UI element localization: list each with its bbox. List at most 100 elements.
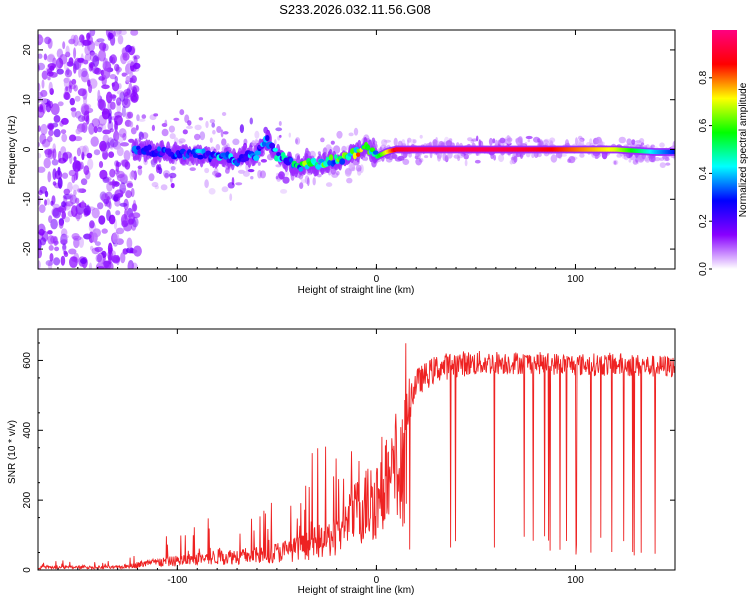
snr-ytick-label: 200 xyxy=(22,491,33,508)
spectrogram-noise-blob xyxy=(127,60,135,66)
spectrogram-scatter-blob xyxy=(160,184,168,191)
spectrogram-noise-blob xyxy=(47,230,53,235)
spectrogram-scatter-blob xyxy=(174,160,177,165)
spectrogram-noise-blob xyxy=(80,70,89,83)
spectrogram-noise-blob xyxy=(47,76,51,81)
spectrogram-noise-blob xyxy=(47,38,53,49)
spectrogram-noise-blob xyxy=(38,62,46,71)
spectrogram-noise-blob xyxy=(39,105,44,110)
spectrogram-ridge-core xyxy=(276,152,281,157)
spectrogram-noise-blob xyxy=(38,223,46,236)
spectrogram-scatter-blob xyxy=(415,158,422,166)
spectrogram-scatter-blob xyxy=(381,139,388,147)
spectrogram-scatter-blob xyxy=(665,162,671,166)
spectrogram-scatter-blob xyxy=(138,131,145,140)
spectrogram-scatter-blob xyxy=(414,155,419,160)
spectrogram-scatter-blob xyxy=(506,137,513,142)
spectrogram-noise-blob xyxy=(56,68,64,75)
spectrogram-scatter-blob xyxy=(488,137,493,146)
spectrogram-marks xyxy=(38,30,675,269)
spectrogram-scatter-blob xyxy=(227,182,235,189)
spectrogram-noise-blob xyxy=(108,113,112,124)
spectrogram-noise-blob xyxy=(75,110,82,119)
spectrogram-noise-blob xyxy=(130,78,136,84)
spectrogram-scatter-blob xyxy=(299,182,304,190)
spectrogram-ridge-core xyxy=(372,150,379,155)
spectrogram-noise-blob xyxy=(48,215,53,224)
spectrogram-scatter-blob xyxy=(242,170,250,177)
spectrogram-noise-blob xyxy=(132,86,138,97)
spectrogram-noise-blob xyxy=(107,101,113,111)
spectrogram-scatter-blob xyxy=(336,130,343,139)
spectrogram-noise-blob xyxy=(57,166,61,176)
spectrogram-noise-blob xyxy=(53,115,61,123)
spectrogram-scatter-blob xyxy=(211,122,215,128)
spectrogram-ridge-core xyxy=(365,144,371,151)
spectrogram-noise-blob xyxy=(38,195,41,206)
spectrogram-scatter-blob xyxy=(243,138,248,145)
spectrogram-noise-blob xyxy=(86,206,96,211)
spectrogram-noise-blob xyxy=(61,201,67,208)
spectrogram-noise-blob xyxy=(88,63,94,72)
spectrogram-scatter-blob xyxy=(151,181,159,188)
spectrogram-noise-blob xyxy=(73,34,79,47)
spectrogram-scatter-blob xyxy=(467,137,473,142)
spectrogram-noise-blob xyxy=(69,152,73,165)
spectrogram-scatter-blob xyxy=(278,171,285,180)
snr-xtick-label: 100 xyxy=(567,575,584,586)
spectrogram-scatter-blob xyxy=(424,155,429,159)
spectrogram-ridge-core xyxy=(253,155,260,161)
spectrogram-noise-blob xyxy=(48,245,54,251)
spectrogram-scatter-blob xyxy=(151,124,155,131)
spectrogram-scatter-blob xyxy=(494,139,499,147)
spectrogram-noise-blob xyxy=(102,129,111,135)
spectrogram-scatter-blob xyxy=(216,126,222,133)
spectrogram-scatter-blob xyxy=(616,153,622,158)
spectrogram-scatter-blob xyxy=(402,158,410,165)
spectrogram-noise-blob xyxy=(92,228,101,238)
spectrogram-scatter-blob xyxy=(600,141,605,146)
spectrogram-noise-blob xyxy=(73,61,80,71)
spectrogram-noise-blob xyxy=(118,30,127,36)
spectrogram-noise-blob xyxy=(68,80,73,88)
spectrogram-noise-blob xyxy=(130,30,139,36)
spectrogram-noise-blob xyxy=(84,53,92,62)
spectrogram-noise-blob xyxy=(58,220,64,229)
spectrogram-noise-blob xyxy=(108,201,112,210)
spectrogram-scatter-blob xyxy=(355,164,362,172)
spectrogram-scatter-blob xyxy=(341,145,347,153)
spectrogram-scatter-blob xyxy=(630,156,636,161)
spectrogram-noise-blob xyxy=(80,178,88,186)
spectrogram-noise-blob xyxy=(47,171,52,183)
spectrogram-noise-blob xyxy=(71,78,77,85)
spectrogram-scatter-blob xyxy=(320,137,325,143)
spectrogram-noise-blob xyxy=(52,168,57,181)
spectrogram-noise-blob xyxy=(59,54,68,65)
spectrogram-noise-blob xyxy=(127,218,134,225)
spectrogram-scatter-blob xyxy=(221,138,227,146)
spectrogram-scatter-blob xyxy=(568,156,576,164)
spectrogram-noise-blob xyxy=(101,123,107,132)
spectrogram-noise-blob xyxy=(51,159,59,166)
spectrogram-noise-blob xyxy=(129,171,135,180)
spectrogram-noise-blob xyxy=(119,91,126,102)
spectrogram-noise-blob xyxy=(88,122,95,135)
spectrogram-scatter-blob xyxy=(275,127,283,132)
spectrogram-noise-blob xyxy=(133,170,137,181)
spectrogram-noise-blob xyxy=(129,121,134,128)
snr-xtick-label: 0 xyxy=(374,575,380,586)
spectrogram-noise-blob xyxy=(77,88,87,97)
snr-ytick-label: 0 xyxy=(22,567,33,573)
spectrogram-scatter-blob xyxy=(274,139,277,146)
spectrogram-noise-blob xyxy=(133,54,141,60)
spectrogram-ridge-core xyxy=(192,153,199,158)
spectrogram-noise-blob xyxy=(46,54,55,63)
spectrogram-noise-blob xyxy=(96,266,105,269)
spectrogram-scatter-blob xyxy=(613,160,617,165)
spectrogram-noise-blob xyxy=(98,42,107,51)
spectrogram-scatter-blob xyxy=(189,167,196,172)
spectrogram-scatter-blob xyxy=(325,182,333,187)
spectrogram-scatter-blob xyxy=(275,176,279,180)
spectrogram-ridge-core xyxy=(672,149,675,155)
